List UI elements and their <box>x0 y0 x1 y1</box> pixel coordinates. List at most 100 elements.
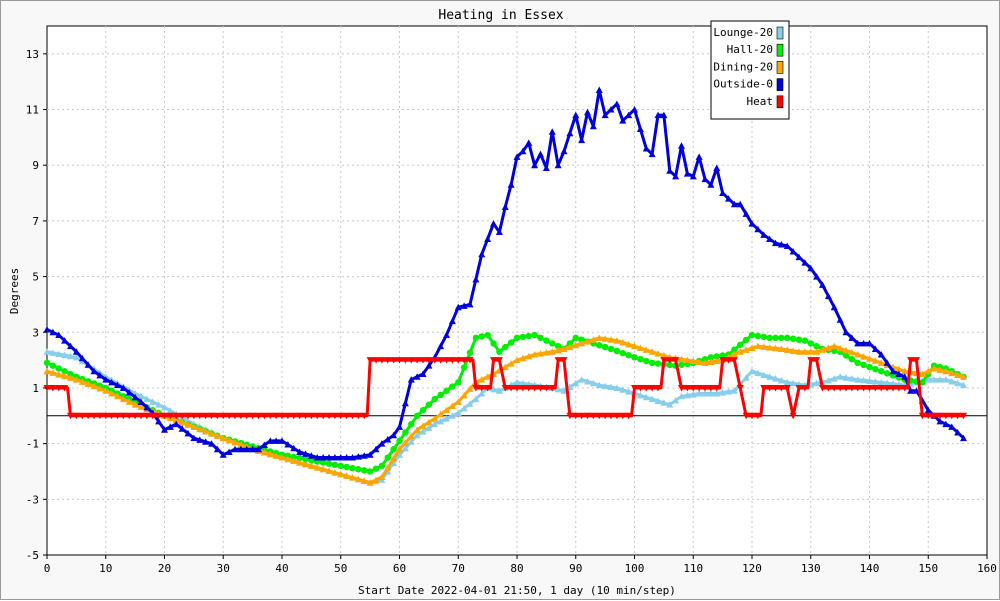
data-point <box>237 412 245 420</box>
data-point <box>84 380 92 388</box>
data-point <box>689 390 697 398</box>
data-point <box>313 412 321 420</box>
data-point <box>636 391 644 399</box>
data-point <box>554 161 562 169</box>
data-point <box>748 412 756 420</box>
data-point <box>542 164 550 171</box>
data-point <box>43 359 51 367</box>
data-point <box>942 376 950 383</box>
data-point <box>566 343 574 351</box>
data-point <box>331 454 339 461</box>
data-point <box>625 412 633 420</box>
data-point <box>877 378 885 386</box>
data-point <box>819 346 826 353</box>
data-point <box>307 462 315 469</box>
data-point <box>942 420 950 428</box>
data-point <box>613 347 621 355</box>
data-point <box>190 434 198 442</box>
data-point <box>114 381 121 389</box>
data-point <box>137 403 145 410</box>
data-point <box>537 384 544 392</box>
data-point <box>901 384 909 392</box>
data-point <box>784 334 791 342</box>
data-point <box>454 398 462 405</box>
data-point <box>290 444 298 452</box>
data-point <box>61 368 68 375</box>
data-point <box>243 412 251 420</box>
data-point <box>801 337 809 344</box>
data-point <box>572 412 580 420</box>
data-point <box>525 139 533 146</box>
data-point <box>613 412 621 420</box>
data-point <box>854 351 862 358</box>
data-point <box>683 384 691 392</box>
data-point <box>372 445 380 453</box>
data-point <box>801 384 809 392</box>
data-point <box>595 334 603 341</box>
data-point <box>836 373 844 380</box>
data-point <box>760 333 767 341</box>
data-point <box>795 336 803 343</box>
data-point <box>924 376 932 383</box>
data-point <box>554 346 562 354</box>
data-point <box>578 336 585 343</box>
y-tick-label: 5 <box>32 271 39 284</box>
y-tick-label: -1 <box>26 438 39 451</box>
data-point <box>178 412 186 420</box>
data-point <box>84 412 92 420</box>
data-point <box>960 434 967 442</box>
data-point <box>466 385 474 392</box>
data-point <box>719 389 727 396</box>
data-point <box>484 384 492 392</box>
data-point <box>419 422 427 429</box>
data-point <box>431 420 439 428</box>
data-point <box>78 378 86 385</box>
data-point <box>730 200 738 208</box>
data-point <box>161 426 168 433</box>
data-point <box>131 393 139 401</box>
data-point <box>631 106 638 113</box>
data-point <box>719 352 726 359</box>
data-point <box>836 384 844 392</box>
data-point <box>425 424 433 431</box>
data-point <box>478 250 486 258</box>
data-point <box>801 348 809 355</box>
data-point <box>736 384 744 392</box>
data-point <box>883 359 891 366</box>
data-point <box>824 377 832 384</box>
data-point <box>666 357 674 364</box>
data-point <box>231 412 239 420</box>
data-point <box>783 384 791 392</box>
data-point <box>619 117 627 124</box>
data-point <box>331 412 339 420</box>
data-point <box>531 161 539 169</box>
data-point <box>836 344 844 352</box>
data-point <box>396 357 403 364</box>
data-point <box>701 175 709 183</box>
data-point <box>460 302 468 309</box>
x-tick-label: 50 <box>334 562 347 575</box>
data-point <box>513 378 521 386</box>
data-point <box>354 475 362 483</box>
data-point <box>96 412 104 420</box>
data-point <box>613 384 621 391</box>
grid <box>47 26 987 555</box>
data-point <box>719 357 727 364</box>
legend-swatch <box>776 78 784 91</box>
data-point <box>924 367 932 375</box>
data-point <box>742 374 750 381</box>
data-point <box>725 388 732 395</box>
data-point <box>760 343 768 350</box>
data-point <box>678 361 685 368</box>
data-point <box>842 384 850 392</box>
data-point <box>166 407 174 414</box>
data-point <box>648 359 656 367</box>
data-point <box>284 412 292 420</box>
data-point <box>872 365 879 373</box>
data-point <box>642 145 650 152</box>
data-point <box>860 353 868 360</box>
data-point <box>654 111 662 119</box>
data-point <box>854 376 862 383</box>
data-point <box>319 459 327 466</box>
data-point <box>607 336 615 343</box>
